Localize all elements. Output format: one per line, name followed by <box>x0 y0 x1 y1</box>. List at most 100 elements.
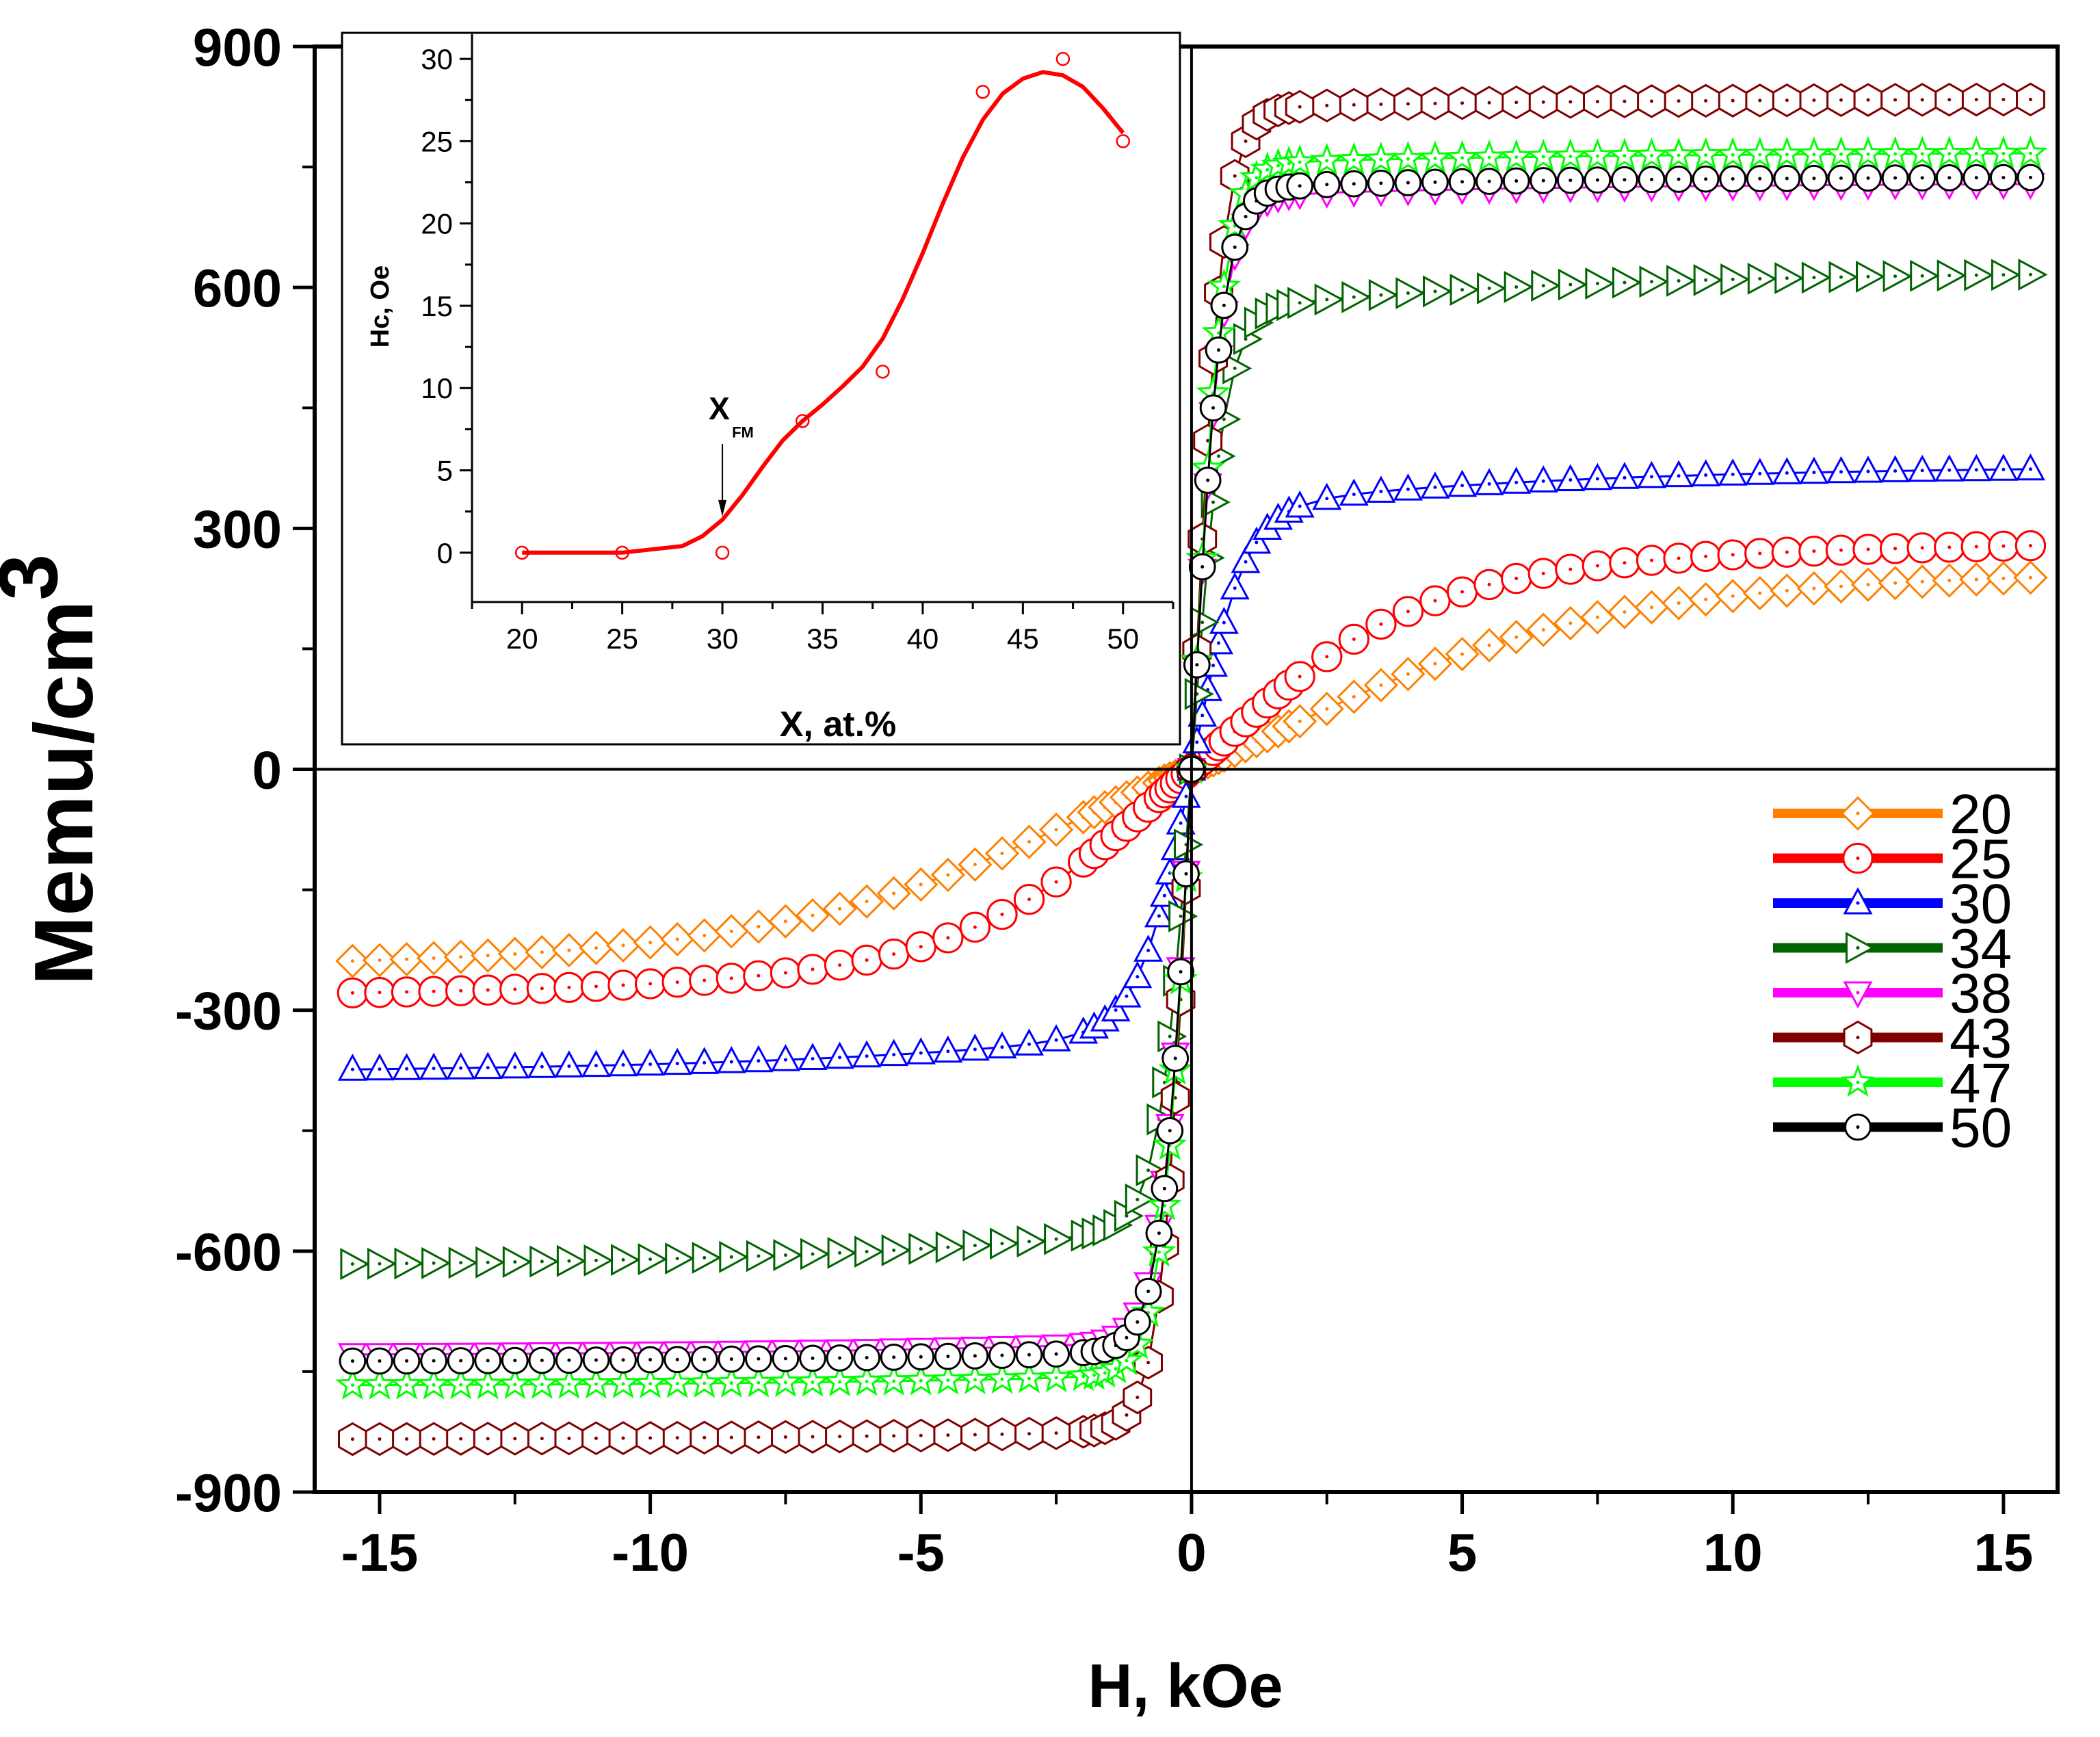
series-30-point-dot <box>1974 468 1978 472</box>
series-50-point-dot <box>1195 663 1199 667</box>
series-20-point-dot <box>2001 577 2006 581</box>
series-30-point <box>1447 469 1478 497</box>
series-30-point-dot <box>1168 871 1172 875</box>
series-50-point-dot <box>1211 406 1216 410</box>
series-50-point-dot <box>1184 872 1188 876</box>
series-25-point-dot <box>675 980 679 984</box>
series-30-point-dot <box>1179 821 1183 825</box>
series-30-point-dot <box>946 1049 950 1054</box>
series-34-point <box>1964 259 1994 291</box>
y-tick-label: 300 <box>193 499 282 559</box>
series-30-point-dot <box>1255 540 1259 545</box>
series-30-point-dot <box>1812 471 1816 475</box>
series-47-point-dot <box>1000 1377 1004 1381</box>
series-47-point-dot <box>1974 152 1978 156</box>
series-43-point-dot <box>2001 98 2006 102</box>
series-20-point-dot <box>486 954 490 958</box>
series-43-point-dot <box>350 1437 354 1441</box>
series-50-point-dot <box>1677 177 1681 181</box>
x-tick-label: 15 <box>1973 1522 2033 1582</box>
series-25-point-dot <box>405 990 409 994</box>
series-30-point-dot <box>1222 621 1226 625</box>
series-30-point-dot <box>919 1051 923 1055</box>
series-30-point-dot <box>1541 479 1545 483</box>
series-30-point-dot <box>486 1066 490 1070</box>
series-47-point-dot <box>1265 168 1270 172</box>
inset-x-axis-title: X, at.% <box>780 705 897 744</box>
series-25-point-dot <box>486 988 490 992</box>
series-47-point-dot <box>973 1378 977 1382</box>
y-tick-label: 900 <box>193 17 282 77</box>
series-30-point-dot <box>513 1065 517 1069</box>
series-47-point-dot <box>1947 152 1952 156</box>
series-25-point-dot <box>1433 599 1437 603</box>
series-34-point <box>1720 263 1750 296</box>
series-34-point-dot <box>1704 278 1708 282</box>
series-30-point <box>1041 1024 1071 1052</box>
series-20-point-dot <box>648 941 653 945</box>
series-30-point-dot <box>1136 975 1140 979</box>
series-47-point-dot <box>621 1382 625 1386</box>
legend-marker-38-dot <box>1856 991 1860 995</box>
inset-panel-background <box>341 31 1181 746</box>
series-30-point <box>1231 546 1261 573</box>
series-30-point <box>1144 900 1174 928</box>
series-34-point-dot <box>1974 273 1978 277</box>
inset-x-tick-label: 40 <box>907 623 939 655</box>
series-30-point-dot <box>1233 586 1237 590</box>
series-34-point <box>529 1245 560 1278</box>
series-34-point-dot <box>432 1261 436 1265</box>
series-43-point-dot <box>486 1437 490 1441</box>
x-tick-label: 5 <box>1447 1522 1477 1582</box>
series-25-point-dot <box>1893 547 1898 551</box>
series-34-point <box>1639 265 1669 298</box>
series-50-point-dot <box>783 1357 787 1361</box>
series-50-point-dot <box>1731 177 1735 181</box>
series-34-point <box>1044 1223 1074 1255</box>
series-34-point <box>1666 265 1696 297</box>
series-34-point-dot <box>513 1260 517 1264</box>
series-20-point-dot <box>432 956 436 961</box>
series-25-point-dot <box>1054 880 1058 884</box>
series-34-point <box>1016 1225 1047 1258</box>
series-30-point-dot <box>1216 641 1220 645</box>
series-30-point-dot <box>1433 485 1437 489</box>
legend-marker-34-dot <box>1856 946 1860 950</box>
series-20-point-dot <box>1325 707 1329 711</box>
series-30-point-dot <box>594 1064 598 1068</box>
x-tick-label: 0 <box>1177 1522 1206 1582</box>
series-47-point-dot <box>540 1383 544 1387</box>
series-34-point <box>1125 1183 1155 1216</box>
series-30-point-dot <box>1157 914 1161 918</box>
series-43-point-dot <box>783 1435 787 1439</box>
series-47-point-dot <box>1092 1373 1096 1377</box>
series-43-point-dot <box>1206 439 1210 443</box>
series-47-point-dot <box>1081 1374 1086 1379</box>
series-34-point <box>1314 283 1344 316</box>
series-30-point-dot <box>1211 664 1216 668</box>
series-30-point-dot <box>729 1060 733 1064</box>
series-47-point-dot <box>757 1381 761 1385</box>
series-47-point-dot <box>1920 152 1924 156</box>
series-30-point-dot <box>1460 484 1465 488</box>
series-43-point-dot <box>757 1435 761 1439</box>
series-47-point-dot <box>1222 285 1226 289</box>
series-43-point-dot <box>1352 103 1356 107</box>
series-25-point-dot <box>1704 554 1708 558</box>
series-50-point-dot <box>1054 1352 1058 1356</box>
series-34-point <box>448 1246 478 1279</box>
series-34-point-dot <box>1569 283 1573 287</box>
series-43-point-dot <box>1569 100 1573 104</box>
series-30-point <box>1014 1028 1045 1056</box>
main-y-axis-title-sup: 3 <box>0 554 75 601</box>
series-50-point-dot <box>703 1357 707 1361</box>
series-34-point <box>1910 259 1940 292</box>
series-50-point-dot <box>1352 182 1356 186</box>
series-20-point-dot <box>621 943 625 948</box>
series-30-point <box>1101 994 1131 1021</box>
series-50-point-dot <box>1179 970 1183 974</box>
series-25-point-dot <box>1298 675 1302 679</box>
series-34-point-dot <box>1179 914 1183 918</box>
series-30-point <box>1582 462 1612 491</box>
